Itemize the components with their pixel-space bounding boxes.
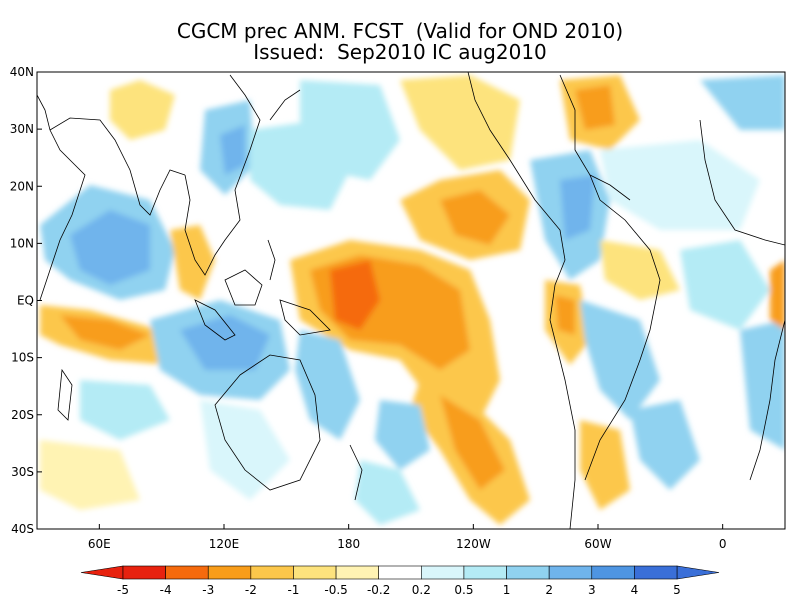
colorbar-segment [250, 565, 294, 580]
anomaly-patch-central-pacific-dry-core [330, 260, 380, 330]
anomaly-patch-southwest-atlantic-dry [580, 420, 630, 510]
colorbar-tick-label: -2 [245, 583, 257, 597]
lat-tick-label: 40N [10, 65, 34, 79]
coastline-americas-west [467, 72, 576, 529]
lat-tick-label: 10N [10, 236, 34, 250]
lat-tick-label: 20S [11, 408, 34, 422]
lat-tick-label: 40S [11, 522, 34, 536]
coastlines [37, 72, 785, 529]
anomaly-patch-southern-ocean-dry [40, 440, 140, 510]
coastline-arabia-india [49, 117, 186, 216]
coastline-borneo [224, 269, 263, 306]
anomaly-patch-north-pacific-dry-core [440, 190, 510, 245]
colorbar-tick-label: -4 [160, 583, 172, 597]
anomaly-patch-tropical-atlantic-dry [600, 240, 680, 300]
colorbar-high-extension [676, 565, 720, 580]
anomaly-patch-north-america-dry-core [575, 85, 615, 130]
coastline-madagascar [57, 368, 73, 421]
coastline-africa-south [749, 319, 785, 481]
coastline-new-zealand [349, 444, 363, 501]
colorbar-segment [506, 565, 550, 580]
latitude-axis: 40N 30N 20N 10N EQ 10S 20S 30S 40S [10, 65, 42, 536]
anomaly-patch-eastern-pacific-wet [355, 460, 420, 525]
coastline-australia [214, 354, 321, 491]
lat-tick-label: 20N [10, 179, 34, 193]
coastline-caribbean [589, 174, 631, 201]
anomaly-patch-south-asia-dry [170, 225, 215, 300]
anomaly-patch-indian-ocean-wet-core [70, 210, 150, 285]
coastline-japan [269, 89, 301, 121]
colorbar-segment [378, 565, 422, 580]
anomaly-patch-maritime-continent-wet-core [180, 315, 270, 370]
coastline-sumatra [194, 299, 236, 341]
colorbar-tick-label: -0.2 [367, 583, 390, 597]
anomaly-patch-central-north-pacific-wet [300, 80, 400, 180]
coastline-southeast-asia [184, 74, 261, 276]
anomaly-patch-north-indian-dry [110, 80, 175, 140]
anomaly-patch-south-america-wet [580, 300, 660, 420]
anomaly-patch-south-indian-dry-core [60, 315, 150, 350]
colorbar-tick-label: -3 [202, 583, 214, 597]
lat-tick-label: 30N [10, 122, 34, 136]
map-subtitle: Issued: Sep2010 IC aug2010 [253, 40, 547, 64]
anomaly-patch-africa-dry [770, 260, 785, 330]
colorbar-segment [421, 565, 465, 580]
colorbar-segment [165, 565, 209, 580]
anomaly-patch-south-indian-wet [80, 380, 170, 440]
lon-tick-label: 0 [719, 537, 727, 551]
colorbar-tick-label: 3 [588, 583, 596, 597]
anomaly-patch-africa-wet [740, 320, 785, 450]
anomaly-patch-americas-wet-core [560, 175, 595, 240]
anomaly-patch-east-asia-wet-core [220, 125, 245, 175]
colorbar-segment [207, 565, 252, 580]
colorbar-tick-label: 4 [631, 583, 639, 597]
colorbar-segment [591, 565, 635, 580]
colorbar-tick-label: 5 [673, 583, 681, 597]
anomaly-patch-northeast-atlantic-wet [700, 75, 785, 130]
lon-tick-label: 60E [88, 537, 111, 551]
lat-tick-label: 10S [11, 351, 34, 365]
colorbar-tick-label: 0.2 [412, 583, 431, 597]
lat-tick-label: 30S [11, 465, 34, 479]
anomaly-patch-south-pacific-wet-core [375, 400, 430, 470]
anomaly-patch-australia-wet [200, 400, 290, 500]
anomaly-patch-south-atlantic-wet [630, 400, 700, 490]
colorbar-tick-label: 0.5 [454, 583, 473, 597]
map-title: CGCM prec ANM. FCST (Valid for OND 2010) [176, 19, 624, 43]
coastline-americas-east [559, 74, 661, 481]
colorbar-tick-label: -0.5 [324, 583, 347, 597]
lat-tick-label: EQ [17, 294, 34, 308]
coastline-africa-east [37, 94, 86, 301]
colorbar: -5 -4 -3 -2 -1 -0.5 -0.2 0.2 0.5 1 2 3 4 5 [80, 565, 720, 597]
anomaly-patch-east-atlantic-wet [680, 240, 770, 330]
anomaly-patch-south-pacific-wet [295, 330, 360, 440]
colorbar-segment [463, 565, 507, 580]
colorbar-tick-label: -1 [287, 583, 299, 597]
lon-tick-label: 180 [337, 537, 360, 551]
colorbar-tick-label: 2 [545, 583, 553, 597]
lon-tick-label: 120W [456, 537, 491, 551]
anomaly-patch-northeast-pacific-dry [400, 75, 520, 170]
coastline-africa-west [699, 119, 785, 246]
anomaly-patch-south-america-dry-core [555, 295, 575, 335]
colorbar-segment [293, 565, 337, 580]
coastline-philippines [267, 239, 276, 281]
lon-tick-label: 120E [209, 537, 240, 551]
colorbar-segment [335, 565, 379, 580]
coastline-new-guinea [279, 299, 331, 336]
colorbar-tick-label: -5 [117, 583, 129, 597]
colorbar-segment [634, 565, 678, 580]
anomaly-patch-spcz-dry-core [440, 395, 505, 490]
colorbar-segment [548, 565, 593, 580]
longitude-axis: 60E 120E 180 120W 60W 0 [88, 524, 727, 551]
lon-tick-label: 60W [584, 537, 611, 551]
colorbar-tick-label: 1 [503, 583, 511, 597]
colorbar-low-extension [80, 565, 124, 580]
anomaly-fields [40, 75, 785, 525]
colorbar-segment [122, 565, 166, 580]
